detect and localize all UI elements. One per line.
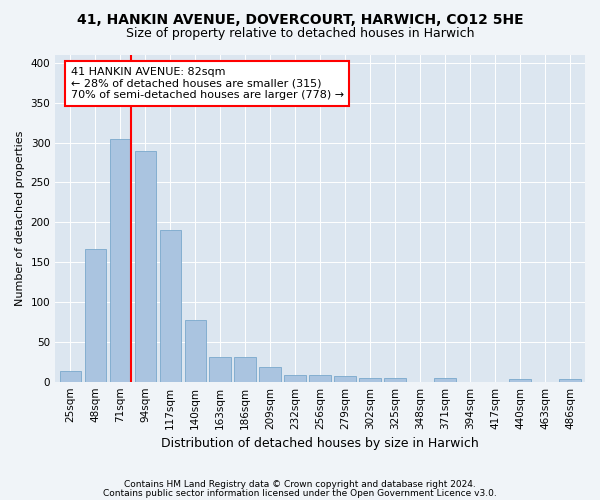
Text: 41 HANKIN AVENUE: 82sqm
← 28% of detached houses are smaller (315)
70% of semi-d: 41 HANKIN AVENUE: 82sqm ← 28% of detache… <box>71 67 344 100</box>
Bar <box>110 138 131 382</box>
Bar <box>85 248 106 382</box>
Bar <box>185 320 206 382</box>
Bar <box>434 378 455 382</box>
Bar <box>284 374 306 382</box>
Bar <box>59 370 81 382</box>
Y-axis label: Number of detached properties: Number of detached properties <box>15 130 25 306</box>
Bar <box>209 357 231 382</box>
Bar <box>509 380 530 382</box>
X-axis label: Distribution of detached houses by size in Harwich: Distribution of detached houses by size … <box>161 437 479 450</box>
Text: 41, HANKIN AVENUE, DOVERCOURT, HARWICH, CO12 5HE: 41, HANKIN AVENUE, DOVERCOURT, HARWICH, … <box>77 12 523 26</box>
Bar <box>259 368 281 382</box>
Bar <box>385 378 406 382</box>
Bar <box>235 357 256 382</box>
Bar <box>359 378 380 382</box>
Bar <box>160 230 181 382</box>
Bar <box>310 376 331 382</box>
Bar <box>559 380 581 382</box>
Bar <box>334 376 356 382</box>
Text: Contains public sector information licensed under the Open Government Licence v3: Contains public sector information licen… <box>103 490 497 498</box>
Bar <box>134 152 156 382</box>
Text: Size of property relative to detached houses in Harwich: Size of property relative to detached ho… <box>126 28 474 40</box>
Text: Contains HM Land Registry data © Crown copyright and database right 2024.: Contains HM Land Registry data © Crown c… <box>124 480 476 489</box>
